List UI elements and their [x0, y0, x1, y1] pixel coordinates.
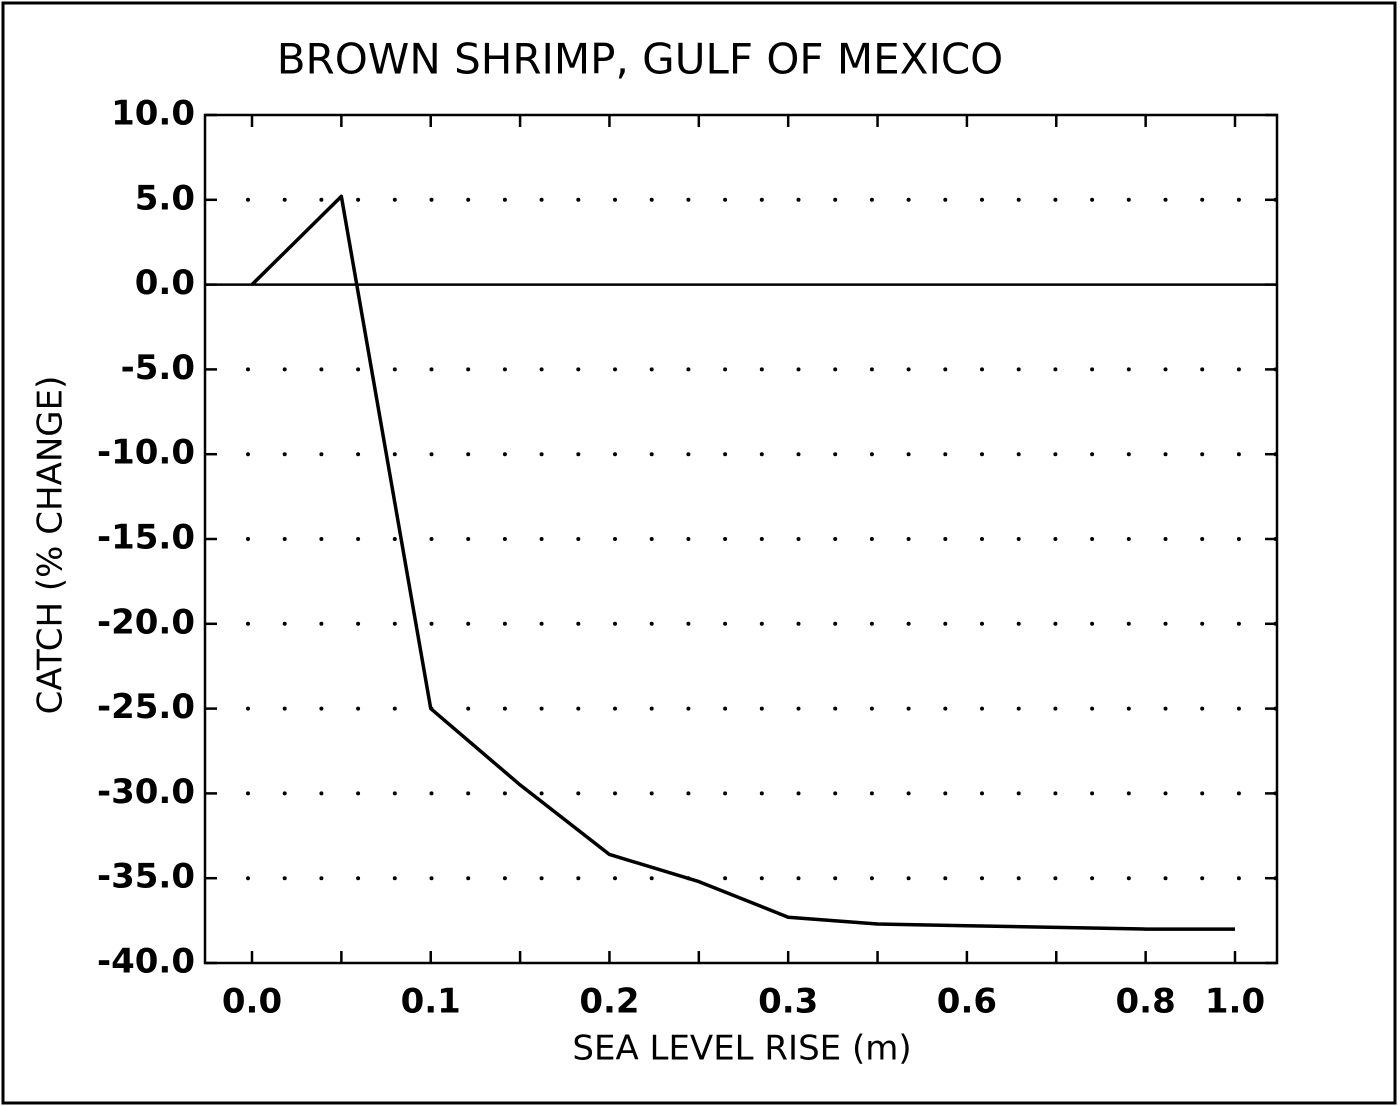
- y-tick-label: 10.0: [111, 94, 195, 134]
- y-tick-label: -35.0: [97, 857, 195, 897]
- y-axis-label: CATCH (% CHANGE): [31, 376, 71, 715]
- x-tick-label: 0.3: [758, 982, 818, 1022]
- chart-title: BROWN SHRIMP, GULF OF MEXICO: [277, 35, 1004, 84]
- y-tick-label: -15.0: [97, 518, 195, 558]
- x-tick-label: 0.6: [937, 982, 997, 1022]
- x-tick-label: 0.0: [222, 982, 282, 1022]
- data-line: [250, 194, 1235, 931]
- y-tick-label: -5.0: [121, 348, 195, 388]
- y-tick-label: -25.0: [97, 687, 195, 727]
- y-tick-label: -10.0: [97, 433, 195, 473]
- y-tick-label: 0.0: [135, 263, 195, 303]
- x-axis-label: SEA LEVEL RISE (m): [572, 1029, 911, 1069]
- y-tick-label: -20.0: [97, 602, 195, 642]
- x-tick-label: 0.1: [401, 982, 461, 1022]
- x-tick-label: 1.0: [1205, 982, 1265, 1022]
- y-tick-label: -40.0: [97, 942, 195, 982]
- plot-frame: [203, 113, 1279, 965]
- y-tick-label: -30.0: [97, 772, 195, 812]
- x-tick-label: 0.8: [1116, 982, 1176, 1022]
- x-tick-label: 0.2: [579, 982, 639, 1022]
- y-tick-label: 5.0: [135, 178, 195, 218]
